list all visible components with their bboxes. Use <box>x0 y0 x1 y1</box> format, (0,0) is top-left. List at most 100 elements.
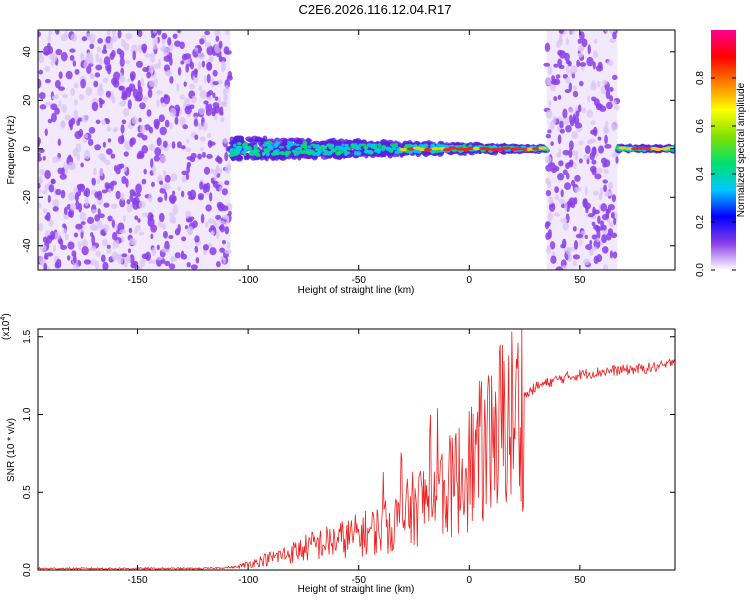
noise-blob <box>122 214 126 222</box>
noise-blob <box>55 188 62 196</box>
colorbar-tick-label: 0.4 <box>695 167 706 181</box>
noise-blob <box>107 138 112 143</box>
noise-blob <box>598 193 603 200</box>
noise-blob <box>162 230 168 239</box>
signal-peak <box>514 147 523 151</box>
noise-blob <box>105 148 113 155</box>
signal-core <box>248 151 253 156</box>
signal-peak <box>472 146 481 151</box>
noise-blob <box>156 244 160 251</box>
noise-blob <box>226 240 231 249</box>
noise-blob <box>60 189 66 199</box>
noise-blob <box>130 262 138 269</box>
noise-blob <box>91 177 96 186</box>
noise-blob <box>210 230 215 236</box>
noise-blob <box>578 158 583 164</box>
noise-blob <box>214 222 219 229</box>
noise-blob <box>138 231 145 236</box>
noise-blob <box>119 49 125 60</box>
noise-blob <box>589 152 595 161</box>
noise-blob <box>612 31 617 40</box>
noise-blob <box>576 187 582 192</box>
noise-blob <box>594 173 602 180</box>
noise-blob <box>194 134 199 141</box>
noise-blob <box>150 233 154 240</box>
noise-blob <box>214 96 219 101</box>
signal-core <box>434 149 439 154</box>
noise-blob <box>161 184 168 189</box>
noise-blob <box>38 78 42 89</box>
noise-blob <box>158 212 165 223</box>
noise-blob <box>146 109 152 117</box>
noise-blob <box>54 107 60 115</box>
noise-blob <box>102 141 107 148</box>
y-tick-label: -20 <box>22 190 33 205</box>
noise-blob <box>50 178 56 185</box>
noise-blob <box>221 100 228 108</box>
noise-blob <box>57 138 61 146</box>
noise-blob <box>66 255 71 261</box>
noise-blob <box>205 102 209 113</box>
noise-blob <box>38 92 46 100</box>
signal-core <box>430 143 435 149</box>
signal-peak <box>618 146 627 150</box>
signal-blob <box>360 140 368 144</box>
noise-blob <box>96 178 101 185</box>
noise-blob <box>139 124 146 134</box>
colorbar: 0.0 0.2 0.4 0.6 0.8 Normalized spectral ampl… <box>695 30 747 277</box>
signal-core <box>360 143 367 147</box>
noise-blob <box>154 146 162 157</box>
noise-blob <box>52 53 58 62</box>
noise-blob <box>199 181 204 190</box>
x-tick-label: 50 <box>574 275 586 286</box>
noise-blob <box>144 53 153 58</box>
noise-blob <box>60 51 68 62</box>
noise-blob <box>62 223 67 229</box>
signal-core <box>295 143 300 146</box>
noise-blob <box>38 255 44 264</box>
noise-blob <box>161 248 169 253</box>
noise-blob <box>595 167 603 174</box>
noise-blob <box>215 261 221 268</box>
noise-blob <box>181 53 188 61</box>
noise-blob <box>44 169 51 180</box>
noise-blob <box>38 222 43 232</box>
signal-peak <box>496 147 505 151</box>
noise-blob <box>96 46 102 53</box>
noise-blob <box>38 136 41 146</box>
noise-blob <box>73 263 80 270</box>
noise-blob <box>148 79 156 87</box>
noise-blob <box>137 218 141 223</box>
noise-blob <box>600 157 608 165</box>
noise-blob <box>611 194 617 203</box>
noise-blob <box>213 115 218 121</box>
noise-blob <box>595 225 601 233</box>
noise-blob <box>604 121 609 127</box>
noise-blob <box>168 122 174 130</box>
noise-blob <box>170 196 176 205</box>
noise-blob <box>204 221 209 228</box>
noise-blob <box>153 63 160 69</box>
noise-blob <box>177 223 181 233</box>
signal-core <box>262 143 268 147</box>
signal-core <box>262 151 266 155</box>
noise-blob <box>72 253 77 264</box>
noise-blob <box>43 51 50 56</box>
noise-blob <box>152 164 156 175</box>
noise-blob <box>592 146 597 153</box>
noise-blob <box>129 138 134 148</box>
signal-core <box>254 149 258 152</box>
noise-blob <box>577 45 585 52</box>
noise-blob <box>93 80 99 88</box>
noise-blob <box>147 88 153 98</box>
noise-blob <box>125 32 133 40</box>
noise-blob <box>610 212 615 219</box>
noise-blob <box>78 202 83 213</box>
noise-blob <box>63 206 68 216</box>
noise-blob <box>557 173 565 181</box>
noise-blob <box>91 234 96 245</box>
noise-blob <box>191 95 197 104</box>
noise-blob <box>64 233 69 241</box>
signal-core <box>385 146 390 151</box>
noise-blob <box>84 197 89 207</box>
